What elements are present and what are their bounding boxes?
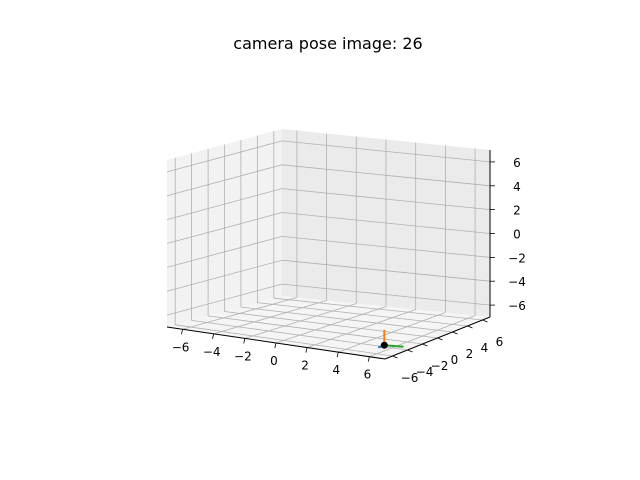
grid-line-y-floor [191, 320, 408, 351]
z-tick-label: 2 [513, 204, 521, 218]
x-tick-label: 2 [301, 359, 309, 373]
x-tick [181, 329, 183, 335]
x-tick [305, 347, 308, 353]
y-tick [422, 343, 428, 347]
x-tick-label: −4 [203, 345, 221, 359]
grid-line-z-left [166, 140, 283, 173]
grid-line-z-left [166, 236, 283, 268]
grid-line-y-floor [273, 297, 483, 321]
grid-line-z-left [166, 212, 283, 244]
x-tick-label: −2 [234, 349, 252, 363]
x-tick [243, 338, 246, 344]
x-tick-label: 4 [332, 363, 340, 377]
chart-title: camera pose image: 26 [233, 34, 422, 53]
y-tick-label: 6 [496, 335, 504, 349]
x-tick-label: 0 [270, 354, 278, 368]
z-tick-label: 4 [513, 180, 521, 194]
grid-line-z-back [281, 164, 491, 187]
y-tick [482, 319, 488, 323]
grid-line-z-left [166, 188, 283, 220]
y-tick-label: 0 [451, 353, 459, 367]
grid-line-z-left [166, 164, 283, 197]
y-tick [407, 349, 413, 353]
x-tick-label: −6 [172, 340, 190, 354]
grid-line-z-back [281, 212, 491, 234]
z-tick-label: −6 [508, 299, 526, 313]
x-tick [212, 333, 215, 339]
y-tick [467, 325, 473, 329]
y-tick-label: 4 [481, 341, 489, 355]
grid-line-y-floor [175, 324, 393, 357]
z-tick-label: 6 [513, 156, 521, 170]
grid-line-y-floor [257, 302, 468, 327]
grid-line-y-floor [208, 315, 423, 345]
grid-line-z-back [281, 236, 491, 258]
camera-pose [377, 329, 404, 349]
x-tick [336, 352, 339, 358]
y-tick [452, 331, 458, 335]
grid-lines [166, 130, 491, 358]
x-tick [274, 342, 277, 349]
y-tick [392, 355, 398, 359]
grid-line-z-left [166, 259, 283, 292]
z-tick-label: 0 [513, 228, 521, 242]
x-tick-label: 6 [364, 368, 372, 382]
tick-marks [181, 161, 495, 362]
grid-line-z-back [281, 259, 491, 282]
camera-center [380, 341, 388, 349]
grid-line-y-floor [240, 306, 453, 333]
y-tick-label: 2 [466, 347, 474, 361]
x-tick [367, 356, 370, 362]
grid-line-z-back [281, 140, 491, 163]
grid-line-y-floor [224, 311, 438, 339]
grid-line-z-back [281, 283, 491, 306]
grid-line-z-left [166, 283, 283, 316]
grid-line-z-back [281, 188, 491, 210]
y-tick-label: −6 [401, 371, 419, 385]
z-tick-label: −2 [508, 251, 526, 265]
y-tick [437, 337, 443, 341]
y-tick-label: −2 [431, 359, 449, 373]
z-tick-label: −4 [508, 275, 526, 289]
y-tick-label: −4 [416, 365, 434, 379]
